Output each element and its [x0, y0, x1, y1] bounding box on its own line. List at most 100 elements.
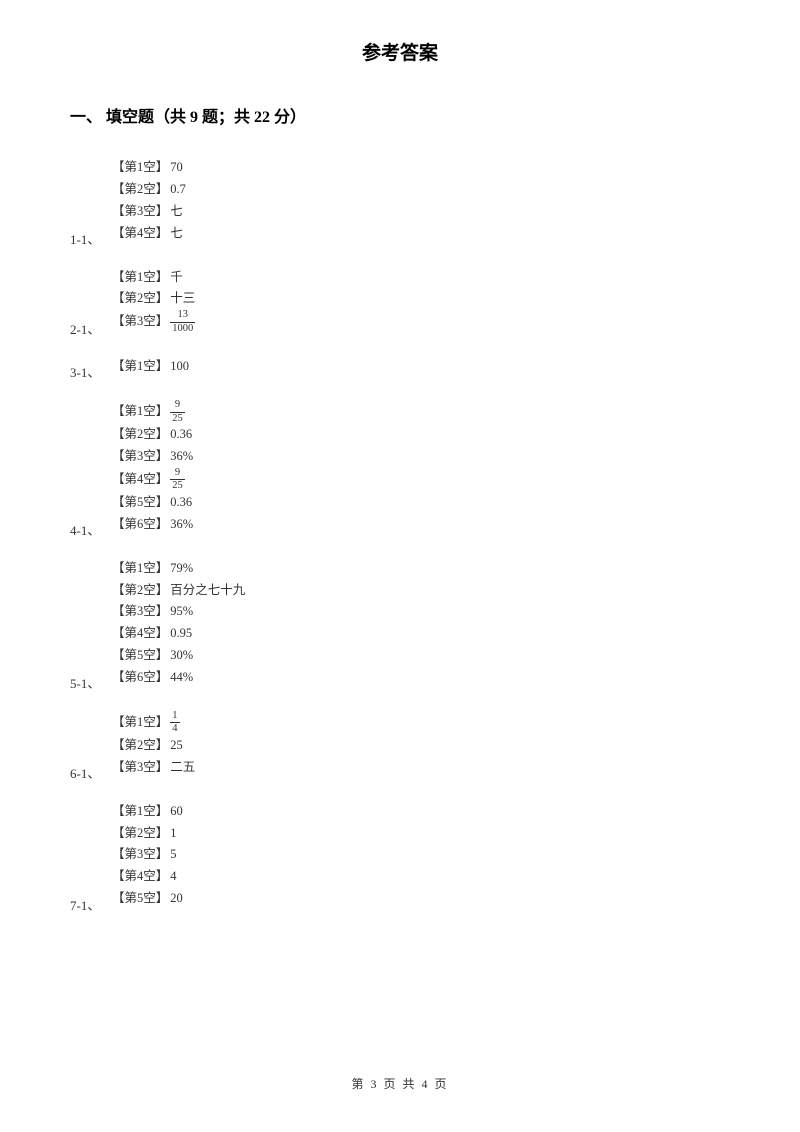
answer-value: 100 — [170, 356, 189, 378]
answer-line: 【第3空】36% — [112, 446, 800, 468]
answer-label: 【第2空】 — [112, 179, 168, 201]
answers-block: 【第1空】千【第2空】十三【第3空】131000 — [112, 267, 800, 335]
question-group: 【第1空】60【第2空】1【第3空】5【第4空】4【第5空】207-1、 — [70, 801, 800, 910]
answer-line: 【第1空】14 — [112, 711, 800, 735]
answer-label: 【第2空】 — [112, 288, 168, 310]
answer-value: 0.7 — [170, 179, 186, 201]
answer-line: 【第4空】0.95 — [112, 623, 800, 645]
answer-label: 【第1空】 — [112, 712, 168, 734]
answer-value: 20 — [170, 888, 183, 910]
page-title: 参考答案 — [0, 38, 800, 65]
answer-line: 【第5空】30% — [112, 645, 800, 667]
questions-container: 【第1空】70【第2空】0.7【第3空】七【第4空】七1-1、【第1空】千【第2… — [70, 157, 800, 910]
answer-label: 【第4空】 — [112, 623, 168, 645]
answer-value: 百分之七十九 — [170, 580, 245, 602]
answer-label: 【第6空】 — [112, 667, 168, 689]
question-group: 【第1空】千【第2空】十三【第3空】1310002-1、 — [70, 267, 800, 335]
answer-line: 【第3空】95% — [112, 601, 800, 623]
fraction-value: 14 — [170, 711, 179, 735]
question-group: 【第1空】100 3-1、 — [70, 356, 800, 378]
fraction-denominator: 25 — [170, 479, 185, 492]
answer-line: 【第1空】100 — [112, 356, 800, 378]
answer-line: 【第5空】20 — [112, 888, 800, 910]
answer-value: 0.36 — [170, 492, 192, 514]
answer-value: 七 — [170, 223, 183, 245]
answer-value: 5 — [170, 844, 176, 866]
fraction-numerator: 13 — [176, 310, 191, 322]
question-number: 6-1、 — [70, 763, 100, 782]
answer-value: 79% — [170, 558, 193, 580]
answer-value: 二五 — [170, 757, 195, 779]
question-number: 7-1、 — [70, 895, 100, 914]
answer-line: 【第1空】千 — [112, 267, 800, 289]
answer-label: 【第3空】 — [112, 757, 168, 779]
answer-value: 十三 — [170, 288, 195, 310]
question-group: 【第1空】14【第2空】25【第3空】二五 6-1、 — [70, 711, 800, 779]
answer-line: 【第1空】79% — [112, 558, 800, 580]
answer-line: 【第4空】4 — [112, 866, 800, 888]
answer-value: 70 — [170, 157, 183, 179]
answer-line: 【第3空】5 — [112, 844, 800, 866]
answer-line: 【第3空】131000 — [112, 310, 800, 334]
answers-block: 【第1空】70【第2空】0.7【第3空】七【第4空】七 — [112, 157, 800, 245]
answer-line: 【第2空】百分之七十九 — [112, 580, 800, 602]
answer-line: 【第2空】0.36 — [112, 424, 800, 446]
question-number: 1-1、 — [70, 229, 100, 248]
answer-value: 4 — [170, 866, 176, 888]
fraction-numerator: 1 — [170, 711, 179, 723]
answer-label: 【第3空】 — [112, 311, 168, 333]
answer-line: 【第5空】0.36 — [112, 492, 800, 514]
answer-line: 【第1空】925 — [112, 400, 800, 424]
answer-value: 0.36 — [170, 424, 192, 446]
answer-label: 【第4空】 — [112, 469, 168, 491]
question-number: 2-1、 — [70, 319, 100, 338]
answer-label: 【第1空】 — [112, 401, 168, 423]
answers-block: 【第1空】60【第2空】1【第3空】5【第4空】4【第5空】20 — [112, 801, 800, 910]
question-number: 5-1、 — [70, 673, 100, 692]
fraction-numerator: 9 — [173, 400, 182, 412]
fraction-value: 925 — [170, 468, 185, 492]
answer-line: 【第4空】925 — [112, 468, 800, 492]
answer-label: 【第3空】 — [112, 601, 168, 623]
answer-label: 【第3空】 — [112, 844, 168, 866]
answer-label: 【第3空】 — [112, 201, 168, 223]
answer-label: 【第1空】 — [112, 356, 168, 378]
fraction-denominator: 1000 — [170, 322, 195, 335]
answer-label: 【第1空】 — [112, 558, 168, 580]
answer-line: 【第1空】70 — [112, 157, 800, 179]
answer-value: 95% — [170, 601, 193, 623]
answer-line: 【第3空】七 — [112, 201, 800, 223]
answer-value: 1 — [170, 823, 176, 845]
answer-value: 60 — [170, 801, 183, 823]
answers-block: 【第1空】925【第2空】0.36【第3空】36%【第4空】925【第5空】0.… — [112, 400, 800, 536]
answer-label: 【第5空】 — [112, 492, 168, 514]
question-group: 【第1空】79%【第2空】百分之七十九【第3空】95%【第4空】0.95【第5空… — [70, 558, 800, 689]
fraction-numerator: 9 — [173, 468, 182, 480]
question-group: 【第1空】925【第2空】0.36【第3空】36%【第4空】925【第5空】0.… — [70, 400, 800, 536]
answer-label: 【第1空】 — [112, 267, 168, 289]
answer-line: 【第2空】1 — [112, 823, 800, 845]
page-footer: 第 3 页 共 4 页 — [0, 1075, 800, 1092]
answer-label: 【第6空】 — [112, 514, 168, 536]
section-title: 一、 填空题（共 9 题；共 22 分） — [70, 103, 800, 127]
answer-label: 【第5空】 — [112, 888, 168, 910]
question-number: 4-1、 — [70, 520, 100, 539]
answer-value: 千 — [170, 267, 183, 289]
question-group: 【第1空】70【第2空】0.7【第3空】七【第4空】七 1-1、 — [70, 157, 800, 245]
answer-line: 【第6空】36% — [112, 514, 800, 536]
answer-line: 【第1空】60 — [112, 801, 800, 823]
answers-block: 【第1空】100 — [112, 356, 800, 378]
fraction-value: 925 — [170, 400, 185, 424]
answer-line: 【第2空】十三 — [112, 288, 800, 310]
answer-value: 36% — [170, 514, 193, 536]
answer-label: 【第2空】 — [112, 580, 168, 602]
answer-line: 【第4空】七 — [112, 223, 800, 245]
answer-line: 【第2空】0.7 — [112, 179, 800, 201]
answer-value: 25 — [170, 735, 183, 757]
answer-label: 【第4空】 — [112, 223, 168, 245]
answers-block: 【第1空】79%【第2空】百分之七十九【第3空】95%【第4空】0.95【第5空… — [112, 558, 800, 689]
answer-label: 【第1空】 — [112, 157, 168, 179]
answer-line: 【第2空】25 — [112, 735, 800, 757]
fraction-value: 131000 — [170, 310, 195, 334]
question-number: 3-1、 — [70, 362, 100, 381]
